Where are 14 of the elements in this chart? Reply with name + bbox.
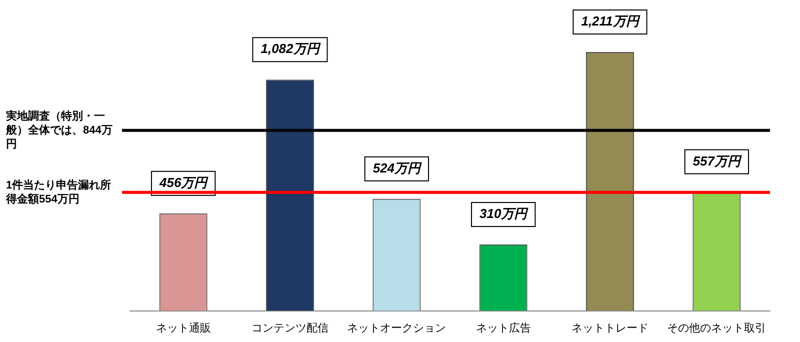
x-tick-label: ネットオークション bbox=[347, 322, 446, 334]
x-tick-label: ネット通販 bbox=[156, 321, 211, 334]
data-label: 557万円 bbox=[692, 153, 743, 168]
x-tick-label: コンテンツ配信 bbox=[252, 322, 328, 334]
data-label: 1,211万円 bbox=[581, 14, 641, 29]
x-tick-label: ネット広告 bbox=[476, 321, 531, 334]
data-label: 1,082万円 bbox=[260, 41, 322, 56]
ref-line-label: 1件当たり申告漏れ所得金額554万円 bbox=[5, 178, 112, 206]
x-tick-label: その他のネット取引 bbox=[667, 322, 766, 334]
x-tick-label: ネットトレード bbox=[572, 322, 648, 334]
data-label: 524万円 bbox=[372, 160, 423, 176]
data-label: 310万円 bbox=[479, 206, 530, 222]
ref-line-label: 実地調査（特別・一般）全体では、844万円 bbox=[5, 109, 112, 150]
data-label: 456万円 bbox=[158, 174, 210, 190]
